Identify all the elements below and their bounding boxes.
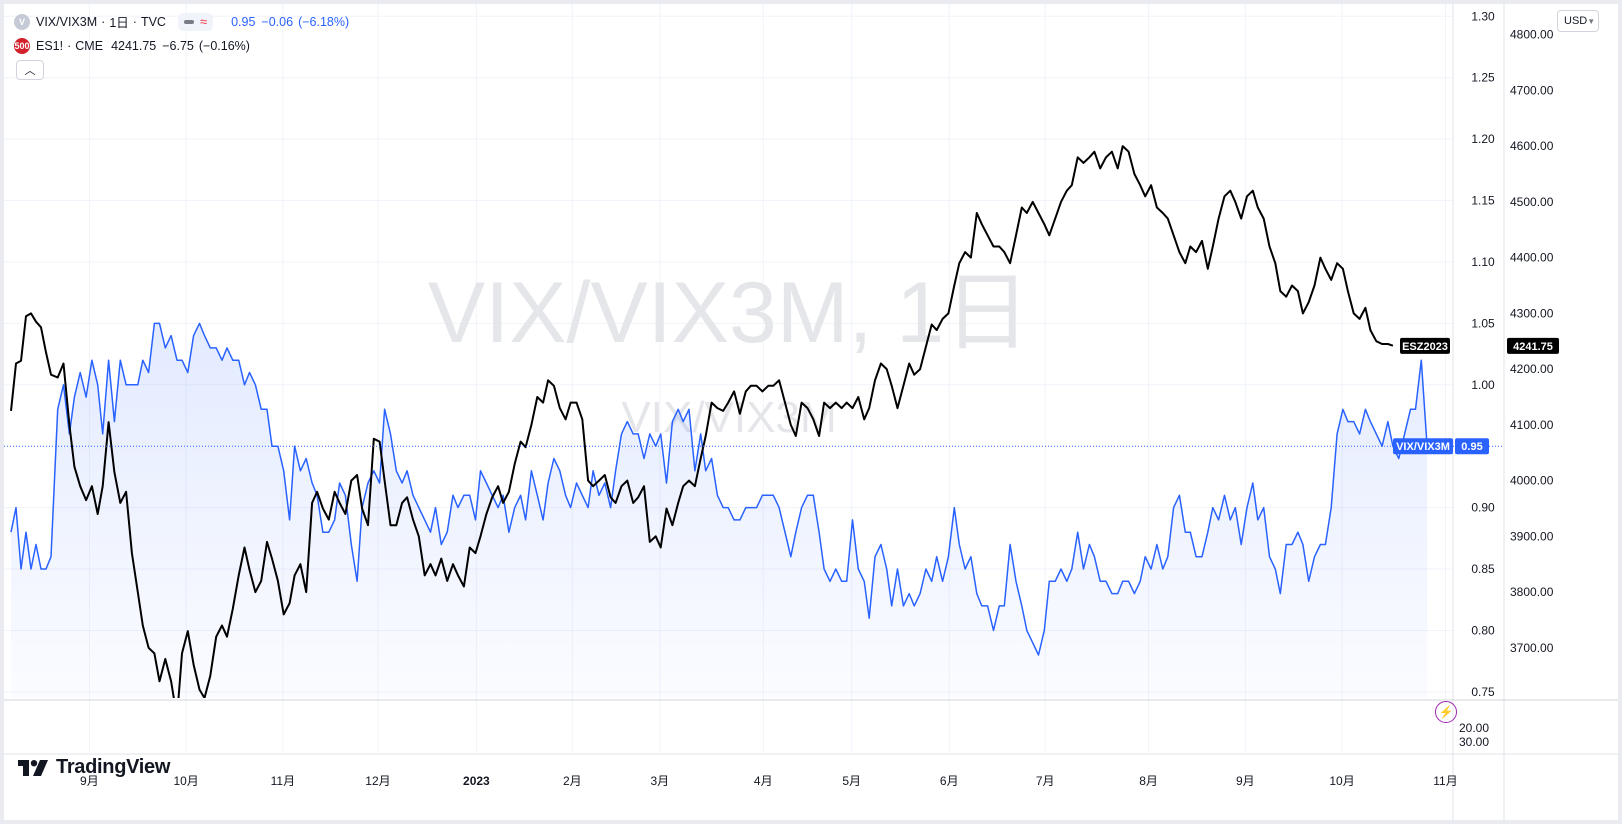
es-line — [10, 145, 1394, 698]
x-tick-label: 11月 — [271, 774, 295, 788]
legend-compare-change-pct: (−0.16%) — [198, 39, 250, 53]
tradingview-wordmark: TradingView — [56, 756, 171, 778]
x-tick-label: 5月 — [842, 774, 861, 788]
left-tick-label: 1.10 — [1471, 255, 1495, 269]
x-tick-label: 9月 — [80, 774, 99, 788]
legend-compare[interactable]: 500 ES1! · CME 4241.75 −6.75 (−0.16%) — [14, 38, 250, 54]
es-series-tag: ESZ2023 — [1400, 337, 1450, 354]
legend-compare-exchange: CME — [75, 39, 104, 53]
left-tick-label: 0.80 — [1471, 623, 1495, 637]
legend-main-symbol: VIX/VIX3M — [36, 14, 98, 29]
right-tick-label: 3700.00 — [1510, 641, 1554, 655]
legend-main-change-pct: (−6.18%) — [298, 14, 350, 29]
left-tick-label: 0.75 — [1471, 685, 1495, 699]
left-tick-label: 1.05 — [1471, 316, 1495, 330]
legend-main-interval: 1日 — [109, 16, 129, 30]
legend-compare-symbol: ES1! — [36, 39, 64, 53]
x-tick-label: 10月 — [1329, 774, 1354, 788]
plot-area — [4, 145, 1453, 698]
x-tick-label: 2月 — [563, 774, 582, 788]
data-delay-icon: ≈ — [199, 14, 208, 29]
legend-main-value: 0.95 — [231, 14, 256, 29]
vix-line — [10, 322, 1428, 656]
x-tick-label: 11月 — [1433, 774, 1457, 788]
legend-collapse-button[interactable]: ︿ — [16, 60, 44, 80]
sub-tick-label: 30.00 — [1459, 735, 1489, 749]
tradingview-logo-icon — [18, 759, 48, 776]
x-tick-label: 4月 — [754, 774, 773, 788]
legend-status-pill[interactable]: ≈ — [177, 12, 214, 31]
x-tick-label: 8月 — [1139, 774, 1158, 788]
right-tick-label: 4000.00 — [1510, 474, 1554, 488]
vix-symbol-icon: V — [14, 13, 30, 30]
right-tick-label: 4700.00 — [1510, 83, 1554, 97]
svg-text:VIX/VIX3M: VIX/VIX3M — [1396, 441, 1450, 453]
legend-main[interactable]: V VIX/VIX3M · 1日 · TVC ≈ 0.95 −0.06 (−6.… — [14, 12, 349, 31]
left-tick-label: 1.15 — [1471, 194, 1495, 208]
right-tick-label: 4600.00 — [1510, 139, 1554, 153]
left-tick-label: 1.00 — [1471, 378, 1495, 392]
chart-frame: VIX/VIX3M, 1日 VIX/VIX3M 1.30 1.25 1.20 1.15 1.… — [4, 4, 1618, 820]
currency-label: USD — [1564, 15, 1588, 27]
svg-text:4241.75: 4241.75 — [1513, 341, 1553, 353]
left-tick-label: 0.90 — [1471, 501, 1495, 515]
x-tick-label: 6月 — [940, 774, 959, 788]
right-tick-label: 4300.00 — [1510, 306, 1554, 320]
right-tick-label: 4800.00 — [1510, 28, 1554, 42]
tradingview-logo[interactable]: TradingView — [18, 756, 170, 779]
legend-main-exchange: TVC — [140, 14, 166, 29]
legend-compare-value: 4241.75 — [111, 39, 157, 53]
x-tick-label: 10月 — [173, 774, 198, 788]
vix-area-fill — [11, 323, 1428, 698]
currency-selector[interactable]: USD ▼ — [1557, 10, 1599, 32]
vix-series-tag: VIX/VIX3M — [1393, 438, 1453, 455]
svg-text:ESZ2023: ESZ2023 — [1402, 341, 1448, 353]
x-tick-label: 3月 — [651, 774, 670, 788]
left-tick-label: 1.20 — [1471, 132, 1495, 146]
x-tick-label: 12月 — [365, 774, 390, 788]
chevron-up-icon: ︿ — [24, 65, 36, 77]
chevron-down-icon: ▼ — [1587, 16, 1596, 26]
left-tick-label: 1.30 — [1471, 9, 1495, 23]
lightning-icon[interactable]: ⚡ — [1435, 701, 1457, 723]
vix-last-value-label: 0.95 — [1455, 438, 1489, 455]
x-tick-label: 7月 — [1036, 774, 1055, 788]
legend-compare-change: −6.75 — [162, 39, 194, 53]
svg-text:0.95: 0.95 — [1461, 441, 1482, 453]
right-tick-label: 4200.00 — [1510, 362, 1554, 376]
right-tick-label: 4400.00 — [1510, 251, 1554, 265]
left-tick-label: 0.85 — [1471, 562, 1495, 576]
right-tick-label: 3800.00 — [1510, 585, 1554, 599]
es-last-value-label: 4241.75 — [1507, 337, 1559, 354]
x-tick-label: 9月 — [1236, 774, 1255, 788]
sp500-badge-icon: 500 — [14, 38, 30, 54]
legend-main-change: −0.06 — [261, 14, 294, 29]
x-tick-label: 2023 — [463, 774, 490, 788]
left-tick-label: 1.25 — [1471, 71, 1495, 85]
market-closed-icon — [183, 19, 194, 24]
right-tick-label: 4500.00 — [1510, 195, 1554, 209]
watermark-large: VIX/VIX3M, 1日 — [428, 265, 1030, 361]
right-tick-label: 4100.00 — [1510, 418, 1554, 432]
sub-tick-label: 20.00 — [1459, 721, 1489, 735]
chart-canvas[interactable]: VIX/VIX3M, 1日 VIX/VIX3M 1.30 1.25 1.20 1.15 1.… — [4, 4, 1618, 820]
right-tick-label: 3900.00 — [1510, 529, 1554, 543]
